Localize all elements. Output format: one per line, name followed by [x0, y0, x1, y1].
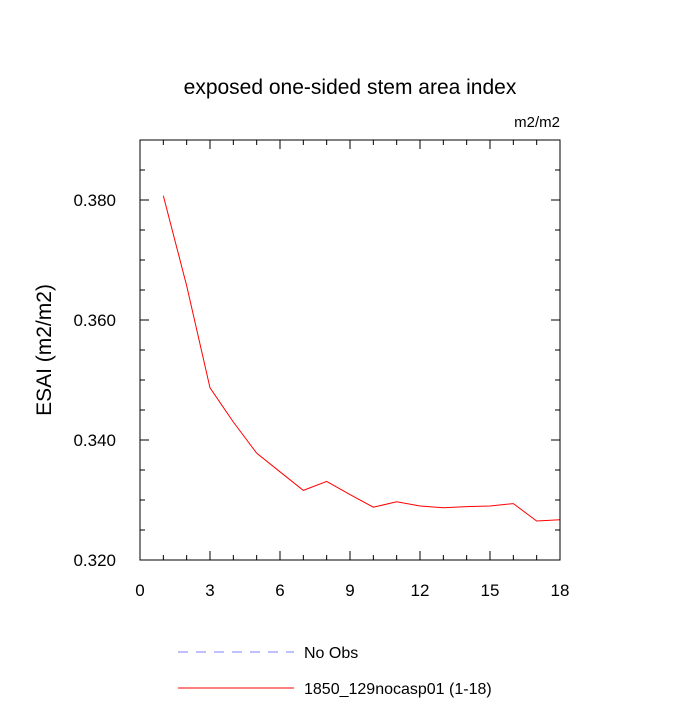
y-tick-label: 0.380 — [73, 191, 116, 210]
x-tick-label: 6 — [275, 581, 284, 600]
legend-label: No Obs — [304, 645, 358, 662]
plot-frame — [139, 139, 561, 561]
legend: No Obs 1850_129nocasp01 (1-18) — [178, 645, 492, 698]
axis-ticks: 0 3 6 9 12 15 18 0.320 0.340 0.360 0.380 — [73, 139, 570, 600]
x-tick-label: 18 — [551, 581, 570, 600]
x-tick-label: 3 — [205, 581, 214, 600]
series-layer — [162, 195, 561, 522]
x-tick-label: 0 — [135, 581, 144, 600]
y-tick-label: 0.340 — [73, 431, 116, 450]
x-tick-label: 12 — [411, 581, 430, 600]
x-tick-label: 15 — [481, 581, 500, 600]
legend-label: 1850_129nocasp01 (1-18) — [304, 681, 492, 698]
y-axis-label: ESAI (m2/m2) — [33, 284, 56, 416]
chart-title: exposed one-sided stem area index — [184, 76, 517, 99]
x-tick-label: 9 — [345, 581, 354, 600]
y-tick-label: 0.360 — [73, 311, 116, 330]
units-label: m2/m2 — [514, 114, 560, 131]
series-line — [162, 195, 561, 522]
y-tick-label: 0.320 — [73, 551, 116, 570]
